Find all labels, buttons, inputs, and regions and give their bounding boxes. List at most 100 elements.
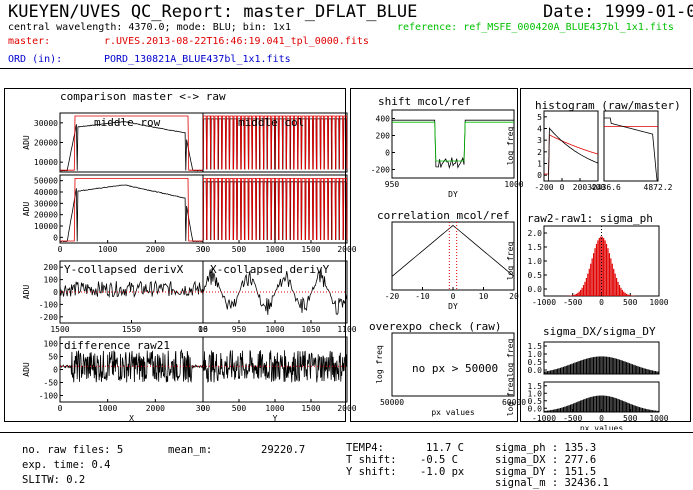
sigma-dy-bar	[545, 410, 547, 412]
sigma-dy-bar	[636, 406, 638, 412]
sigma-dx-bar	[604, 356, 606, 374]
sigma-ph-bar	[615, 278, 618, 296]
sigma-dy-bar	[633, 405, 635, 412]
sigma-dy-bar	[569, 404, 572, 412]
shift-ytick-label: 400	[376, 115, 391, 124]
sigma-dy-bar	[603, 395, 605, 412]
sigma-dx-bar	[597, 356, 599, 374]
overexpo-message: no px > 50000	[412, 362, 499, 375]
yshift-label: Y shift:	[346, 466, 397, 478]
sigma-ph-bar	[572, 295, 575, 296]
sigma-ph-ylabel: log freq	[506, 242, 515, 281]
hist1-xtick-label: 200	[573, 183, 588, 192]
middle-col-2-xtick-label: 2000	[337, 245, 356, 254]
overexpo-frame	[391, 332, 515, 397]
sigma-dy-bar	[571, 404, 573, 412]
middle-col-label: middle col	[238, 116, 305, 129]
sigma-ph-bar	[587, 273, 589, 296]
sigma-dy-bar	[624, 401, 626, 412]
sigma-dy-bar	[551, 409, 553, 412]
sigma-ph-bar	[601, 236, 603, 296]
sigma-ph-bar	[603, 237, 605, 296]
sigma-dy-xtick-label: -500	[563, 414, 582, 423]
overexpo-xtick-label: 50000	[380, 398, 404, 407]
middle-row-2-ylabel: ADU	[22, 202, 31, 217]
sigma-dx-bar	[637, 366, 639, 374]
sigma-dx-frame	[543, 341, 660, 375]
sigma-dx-bar	[585, 358, 588, 374]
middle-row-2-xtick-label: 0	[58, 245, 63, 254]
middle-panel	[350, 88, 518, 422]
shift-frame	[391, 109, 515, 179]
correlation-frame	[391, 221, 515, 291]
sigma-dx-bar	[600, 356, 602, 374]
sigma-dx-bar	[545, 371, 547, 374]
diff1-ylabel: ADU	[22, 362, 31, 377]
sigma-ph-bar	[575, 293, 577, 296]
sigma-dy-bar	[600, 395, 602, 412]
right-panel	[520, 88, 691, 422]
sigma-dy-bar	[552, 409, 554, 412]
shift-xtick-label: 1000	[504, 180, 523, 189]
sigma-ph-bar	[574, 294, 576, 296]
shift-xtick-label: 950	[385, 180, 400, 189]
sigma-ph-bar	[598, 237, 600, 296]
sigma-dx-bar	[569, 364, 572, 374]
diff1-xtick-label: 0	[58, 404, 63, 413]
sigma-ph-value: sigma_ph : 135.3	[495, 442, 597, 454]
sigma-dx-bar	[548, 370, 550, 374]
sigma-dx-bar	[559, 367, 562, 374]
middle-row-master-line	[60, 115, 203, 171]
diff1-xtick-label: 300	[196, 404, 211, 413]
sigma-dy-bar	[591, 396, 593, 412]
sigma-dx-bar	[564, 366, 566, 374]
shift-ref-line	[392, 121, 514, 162]
diff2-xlabel: Y	[273, 414, 278, 423]
signal-m-value: signal_m : 32436.1	[495, 477, 609, 489]
diff1-xtick-label: 2000	[146, 404, 165, 413]
sigma-ph-bar	[621, 289, 623, 296]
sigma-dx-ytick-label: 0.5	[528, 358, 543, 367]
sigma-ph-bar	[618, 285, 621, 296]
sigma-dx-bar	[628, 363, 631, 374]
sigma-dx-bar	[650, 370, 652, 374]
sigma-dy-bar	[590, 397, 592, 412]
sigma-dy-bar	[646, 409, 648, 412]
hist1-ytick-label: 4	[537, 125, 542, 134]
middle-row-ytick-label: 10000	[34, 158, 58, 167]
correlation-line	[391, 224, 515, 277]
xcoll-xtick-label: 950	[232, 325, 247, 334]
sigma-dy-bar	[615, 398, 618, 412]
sigma-dy-bar	[620, 399, 622, 412]
sigma-ph-bar	[571, 295, 573, 296]
middle-row-ytick-label: 30000	[34, 119, 58, 128]
tshift-value: -0.5 C	[420, 454, 458, 466]
middle-row-ylabel: ADU	[22, 135, 31, 150]
sigma-ph-bar	[614, 273, 616, 296]
sigma-ph-ytick-label: 0.5	[528, 271, 543, 280]
sigma-dy-bar	[604, 395, 606, 412]
report-date: Date: 1999-01-01	[543, 2, 693, 22]
sigma-ph-frame	[543, 225, 660, 297]
sigma-dy-bar	[597, 395, 599, 412]
sigma-ph-bar	[590, 263, 592, 296]
correlation-title: correlation mcol/ref	[377, 209, 510, 222]
sigma-dx-bar	[588, 357, 590, 374]
setup-line: central wavelength: 4370.0; mode: BLU; b…	[8, 22, 291, 33]
sigma-dx-bar	[558, 368, 560, 374]
sigma-dy-bar	[653, 410, 655, 412]
sigma-dx-ytick-label: 0.0	[528, 366, 543, 375]
sigma-dy-bar	[634, 405, 636, 412]
tshift-label: T shift:	[346, 454, 397, 466]
sigma-dx-bar	[620, 360, 622, 374]
xcoll-xtick-label: 1050	[301, 325, 320, 334]
sigma-dy-bar	[572, 403, 575, 412]
sigma-dx-bar	[610, 357, 612, 374]
sigma-dx-bar	[552, 369, 554, 374]
sigma-ph-bar	[585, 278, 588, 296]
comparison-title: comparison master <-> raw	[60, 90, 226, 103]
sigma-dy-value: sigma_DY : 151.5	[495, 466, 597, 478]
sigma-dx-bar	[561, 367, 563, 374]
ycoll-ylabel: ADU	[22, 285, 31, 300]
sigma-dy-bar	[649, 409, 651, 412]
